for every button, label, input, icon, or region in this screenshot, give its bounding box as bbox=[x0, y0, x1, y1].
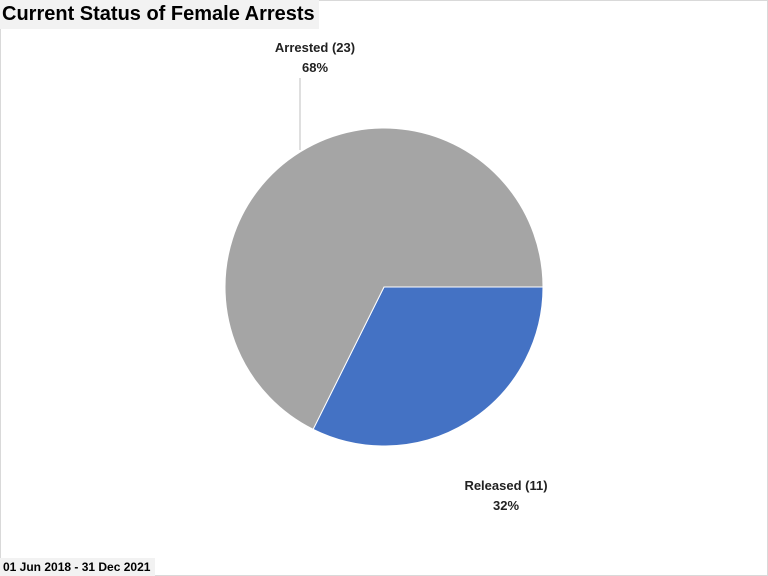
pie-slices bbox=[224, 127, 544, 447]
chart-title: Current Status of Female Arrests bbox=[0, 0, 319, 29]
slice-percent-arrested: 68% bbox=[302, 60, 328, 75]
pie-slice-released bbox=[312, 286, 544, 447]
pie-slice-arrested bbox=[224, 127, 544, 431]
slice-labels: Released (11) 32% Arrested (23) 68% bbox=[275, 40, 548, 513]
date-range-footer: 01 Jun 2018 - 31 Dec 2021 bbox=[0, 558, 156, 576]
slice-label-released: Released (11) bbox=[464, 478, 547, 493]
slice-percent-released: 32% bbox=[493, 498, 519, 513]
slice-label-arrested: Arrested (23) bbox=[275, 40, 355, 55]
